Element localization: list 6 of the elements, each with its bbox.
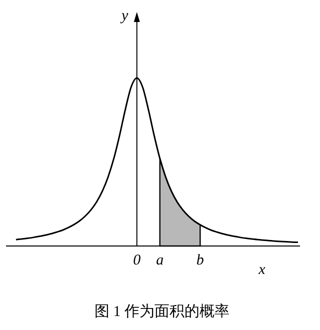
x-tick-label: a [156,252,164,269]
x-axis-title: x [258,262,266,278]
x-tick-label: 0 [133,252,142,269]
x-tick-label: b [196,252,204,269]
text: 图 1 作为面积的概率 [94,303,230,320]
y-axis-title: y [120,8,129,24]
